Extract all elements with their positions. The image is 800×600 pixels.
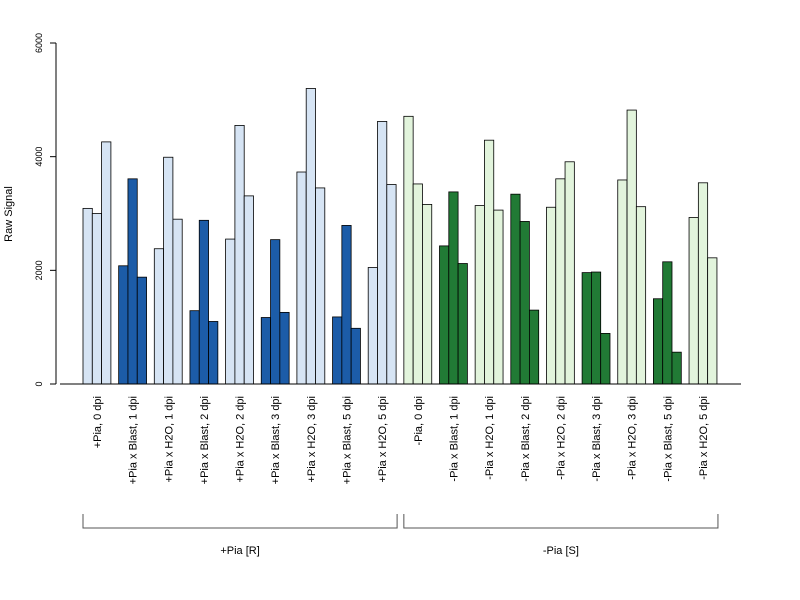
bar [448,191,459,385]
category-label: -Pia x Blast, 2 dpi [520,396,532,482]
y-axis-title: Raw Signal [3,186,15,242]
y-tick-label: 4000 [34,147,44,167]
bar [510,193,521,385]
category-label: +Pia, 0 dpi [92,396,104,448]
bar [243,195,254,385]
bar [260,317,271,385]
category-label: +Pia x H2O, 2 dpi [235,396,247,483]
bar [439,245,450,385]
group-label: -Pia [S] [543,545,579,557]
category-label: -Pia x Blast, 5 dpi [662,396,674,482]
bar [484,139,495,385]
bar [279,311,290,385]
bar [208,321,219,385]
group-bracket [82,514,398,529]
category-label: -Pia x H2O, 1 dpi [484,396,496,480]
bar [136,276,147,385]
bar [519,221,530,385]
bar [546,206,557,385]
y-tick-label: 0 [34,381,44,386]
bar [653,298,664,385]
bar [555,178,566,385]
category-label: -Pia x Blast, 1 dpi [448,396,460,482]
category-label: -Pia x Blast, 3 dpi [591,396,603,482]
group-label: +Pia [R] [220,545,259,557]
y-tick-label: 2000 [34,260,44,280]
bar [234,125,245,385]
category-label: +Pia x Blast, 2 dpi [199,396,211,484]
bar [626,109,637,385]
bar [296,171,307,385]
category-label: +Pia x Blast, 3 dpi [270,396,282,484]
bar [82,207,93,385]
bar [493,209,504,385]
group-bracket [403,514,719,529]
bar [529,309,540,385]
bar [564,161,575,385]
bar [688,217,699,385]
bar [617,179,628,385]
bar [707,257,718,385]
y-axis: 0 2000 4000 6000 [34,33,57,387]
bar [101,141,112,385]
bar [474,205,485,385]
bar [172,218,183,385]
category-label: +Pia x Blast, 5 dpi [342,396,354,484]
bar [581,272,592,385]
category-label: +Pia x H2O, 3 dpi [306,396,318,483]
category-label: -Pia x H2O, 3 dpi [627,396,639,480]
bar [163,156,174,385]
bar [305,88,316,385]
y-tick-label: 6000 [34,33,44,53]
category-label: -Pia, 0 dpi [413,396,425,446]
category-label: +Pia x H2O, 5 dpi [377,396,389,483]
bar [386,184,397,385]
bar [341,225,352,385]
bar [662,261,673,385]
category-label: +Pia x Blast, 1 dpi [128,396,140,484]
bar [118,265,129,385]
bar [270,239,281,385]
bar [91,213,103,385]
bar [127,178,138,385]
bar [189,310,200,385]
bar [315,187,326,385]
bar [671,351,682,385]
category-label: -Pia x H2O, 2 dpi [555,396,567,480]
category-label: +Pia x H2O, 1 dpi [163,396,175,483]
category-labels: +Pia, 0 dpi +Pia x Blast, 1 dpi +Pia x H2O… [92,396,710,484]
bar [600,333,611,385]
bar [635,206,647,385]
category-label: -Pia x H2O, 5 dpi [698,396,710,480]
bar [377,121,388,385]
bar [332,316,343,385]
bar [350,327,361,385]
bar [225,238,236,385]
bar [403,115,414,385]
bar [422,204,433,385]
bar [198,219,209,385]
bars-layer [82,88,718,385]
bar [697,182,709,385]
bar [591,271,602,385]
bar [457,263,468,385]
bar [367,267,378,385]
bar [153,248,165,385]
bar [412,183,423,385]
group-brackets: +Pia [R] -Pia [S] [82,514,719,557]
